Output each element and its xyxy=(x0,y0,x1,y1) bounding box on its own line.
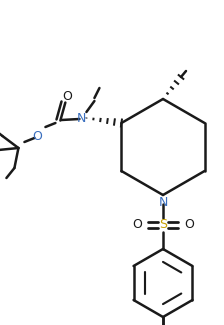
Text: O: O xyxy=(184,218,194,231)
Text: O: O xyxy=(62,90,72,103)
Text: N: N xyxy=(77,111,86,124)
Text: O: O xyxy=(32,131,42,144)
Text: O: O xyxy=(132,218,142,231)
Text: N: N xyxy=(158,196,168,209)
Text: S: S xyxy=(159,218,167,231)
